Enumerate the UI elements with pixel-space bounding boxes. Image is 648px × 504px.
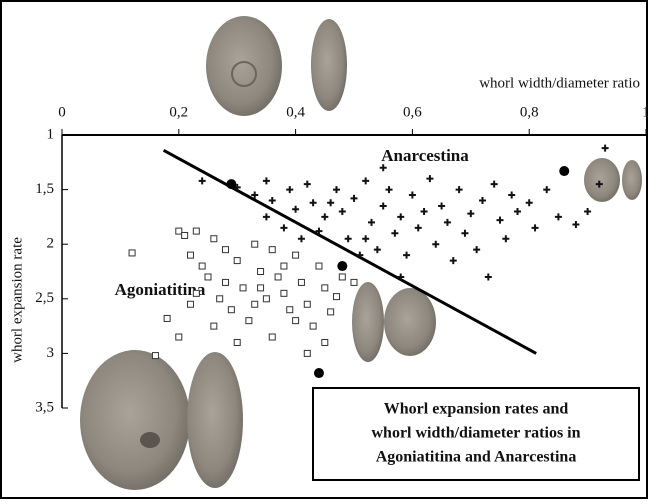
square-point xyxy=(281,290,287,296)
square-point xyxy=(293,252,299,258)
square-point xyxy=(339,274,345,280)
square-point xyxy=(193,290,199,296)
specimen-point xyxy=(559,166,569,176)
square-point xyxy=(322,285,328,291)
square-point xyxy=(310,323,316,329)
y-tick-label: 2 xyxy=(47,236,55,252)
square-point xyxy=(269,247,275,253)
square-point xyxy=(304,301,310,307)
square-point xyxy=(258,269,264,275)
annotation: Anarcestina xyxy=(381,146,469,165)
square-point xyxy=(211,236,217,242)
chart-title: Agoniatitina and Anarcestina xyxy=(376,449,577,466)
square-point xyxy=(333,294,339,300)
y-axis-label: whorl expansion rate xyxy=(9,237,25,363)
y-tick-label: 3,5 xyxy=(35,399,54,415)
y-tick-label: 3 xyxy=(47,345,55,361)
square-point xyxy=(240,285,246,291)
specimen-point xyxy=(226,179,236,189)
square-point xyxy=(298,279,304,285)
square-point xyxy=(304,350,310,356)
square-point xyxy=(252,301,258,307)
square-point xyxy=(187,301,193,307)
chart-title: Whorl expansion rates and xyxy=(384,401,569,418)
square-point xyxy=(293,318,299,324)
specimen-point xyxy=(314,368,324,378)
x-tick-label: 0,6 xyxy=(403,104,422,120)
square-point xyxy=(269,334,275,340)
square-point xyxy=(176,334,182,340)
square-point xyxy=(322,339,328,345)
square-point xyxy=(258,285,264,291)
square-point xyxy=(287,307,293,313)
x-tick-label: 0,4 xyxy=(286,104,305,120)
square-point xyxy=(187,252,193,258)
square-point xyxy=(234,339,240,345)
square-point xyxy=(129,250,135,256)
square-point xyxy=(199,263,205,269)
square-point xyxy=(164,315,170,321)
y-tick-label: 1,5 xyxy=(35,181,54,197)
square-point xyxy=(223,247,229,253)
chart-title: whorl width/diameter ratios in xyxy=(371,425,580,442)
square-point xyxy=(246,318,252,324)
x-tick-label: 1 xyxy=(642,104,648,120)
square-point xyxy=(263,296,269,302)
square-point xyxy=(152,353,158,359)
square-point xyxy=(217,296,223,302)
square-point xyxy=(211,323,217,329)
x-tick-label: 0 xyxy=(58,104,66,120)
x-axis-label: whorl width/diameter ratio xyxy=(479,75,640,91)
y-tick-label: 1 xyxy=(47,126,55,142)
square-point xyxy=(281,263,287,269)
y-tick-label: 2,5 xyxy=(35,290,54,306)
annotation: Agoniatitina xyxy=(115,280,206,299)
square-point xyxy=(223,279,229,285)
x-tick-label: 0,2 xyxy=(169,104,188,120)
square-point xyxy=(234,258,240,264)
chart: Whorl expansion rates and whorl width/di… xyxy=(0,0,648,499)
square-point xyxy=(316,263,322,269)
square-point xyxy=(228,307,234,313)
square-point xyxy=(182,232,188,238)
square-point xyxy=(328,309,334,315)
square-point xyxy=(193,228,199,234)
square-point xyxy=(351,279,357,285)
x-tick-label: 0,8 xyxy=(520,104,539,120)
square-point xyxy=(176,228,182,234)
square-point xyxy=(205,274,211,280)
square-point xyxy=(252,241,258,247)
square-point xyxy=(275,274,281,280)
specimen-point xyxy=(337,261,347,271)
